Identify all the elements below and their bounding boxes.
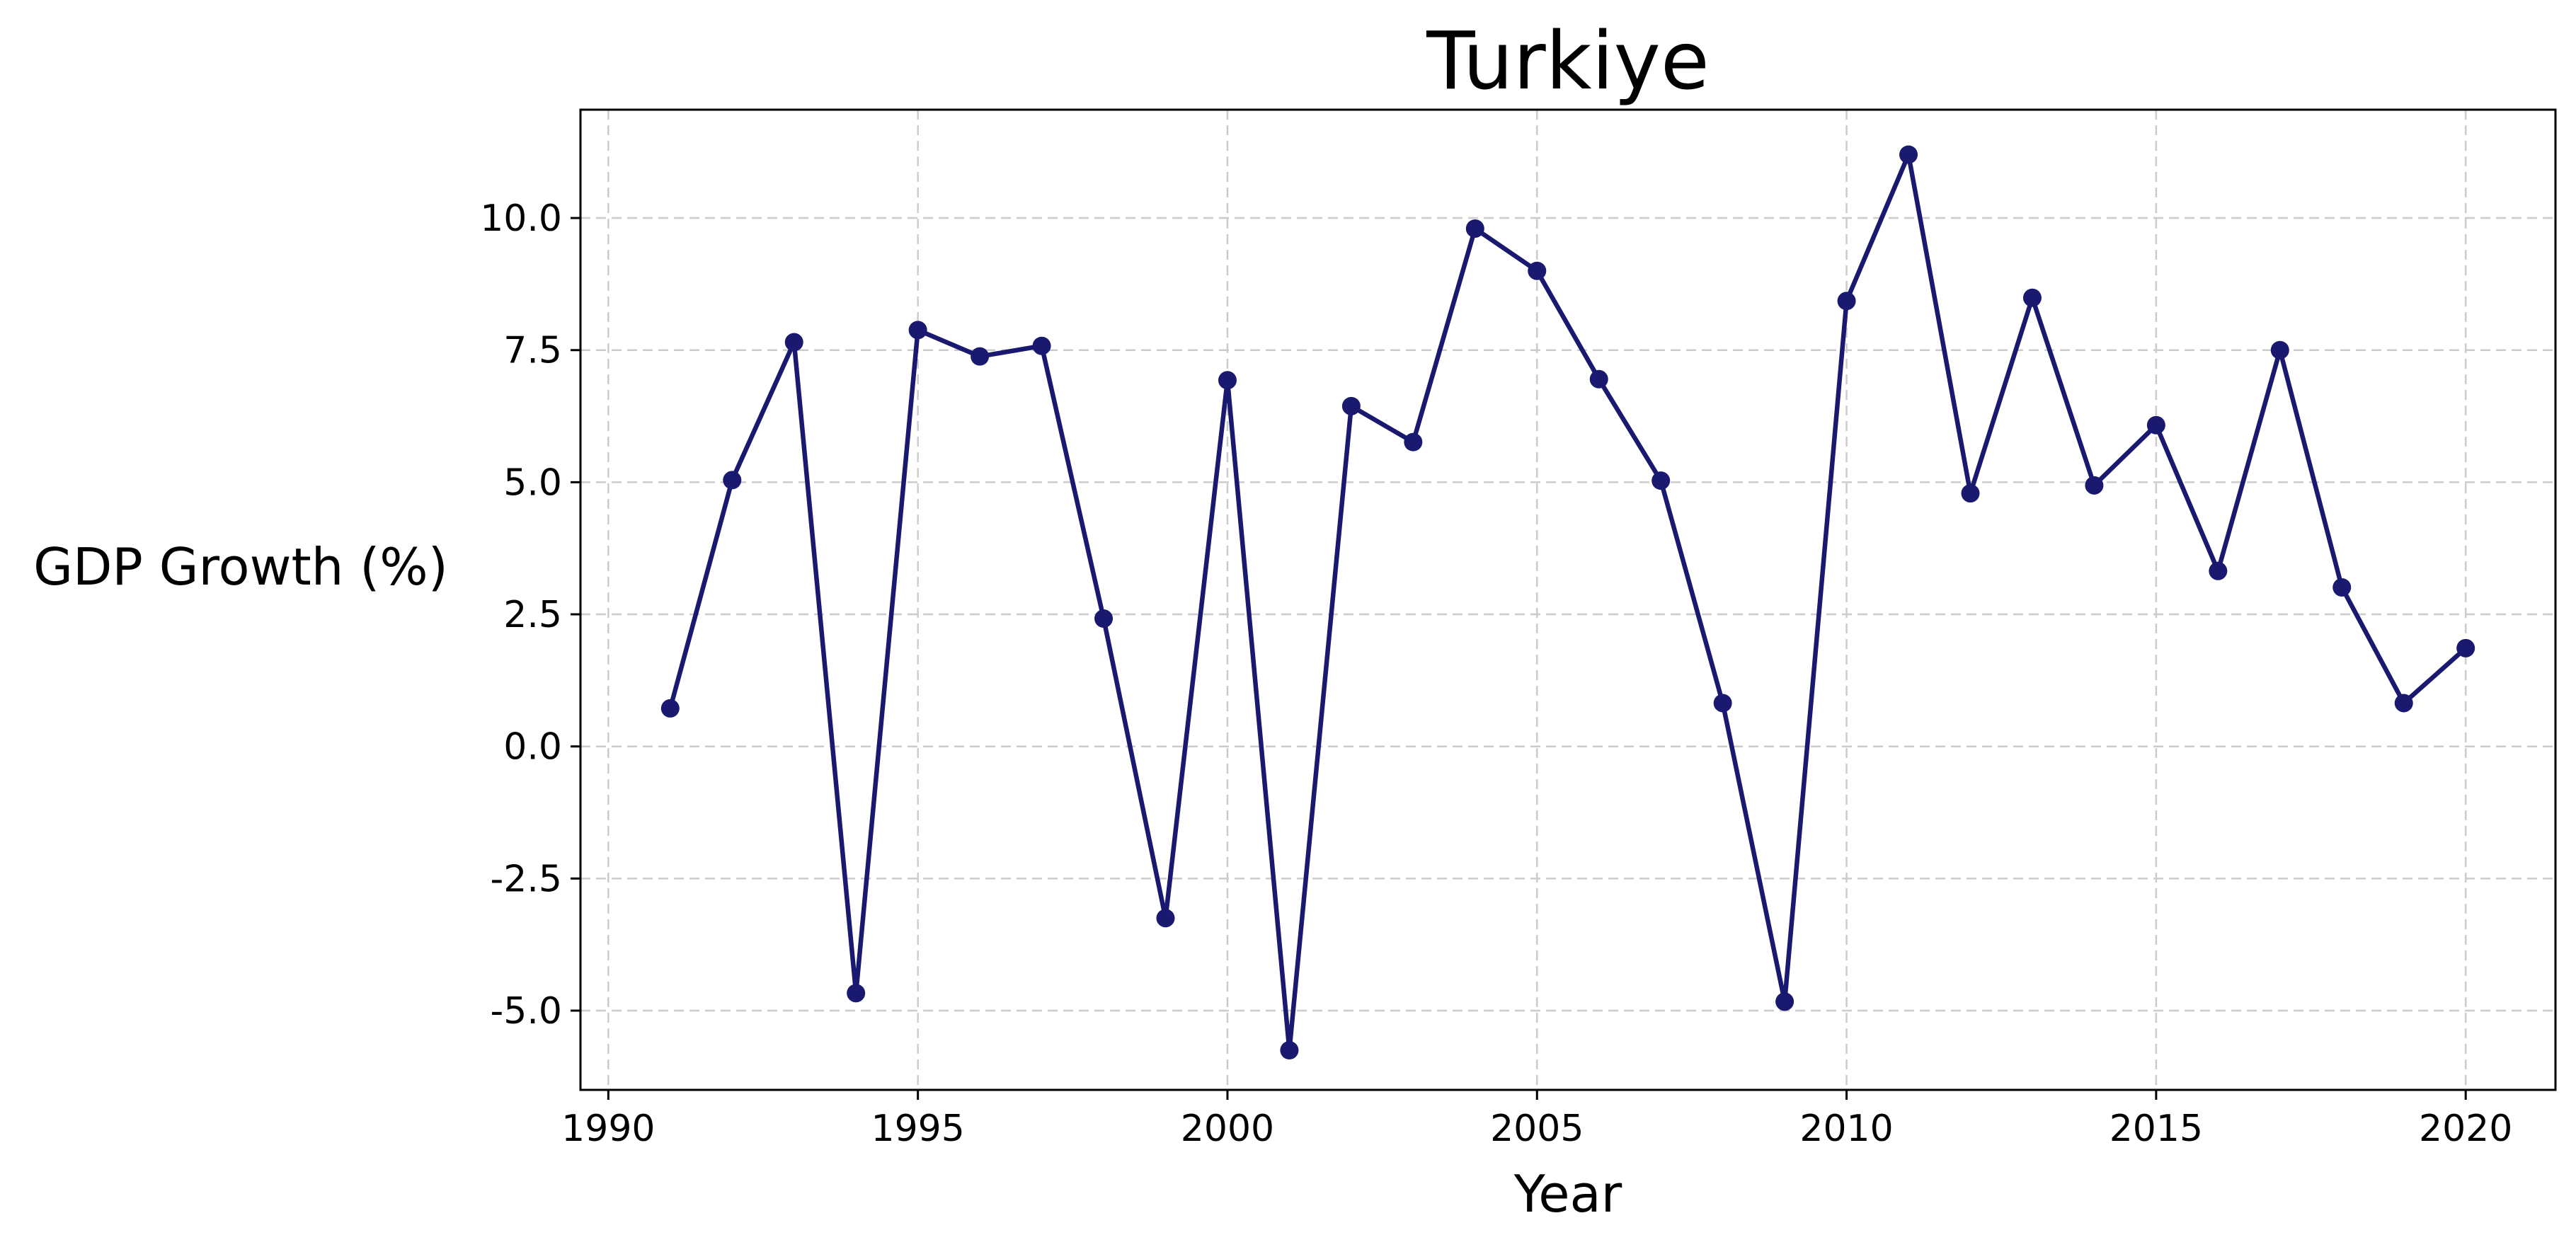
data-point (908, 321, 927, 340)
data-point (2085, 476, 2104, 495)
x-tick-label: 2015 (2110, 1108, 2203, 1150)
y-tick-label: 2.5 (503, 594, 562, 636)
x-tick-label: 1990 (561, 1108, 655, 1150)
data-point (2332, 577, 2352, 597)
axis-ticks: 1990 1995 2000 2005 2010 2015 2020 -5.0 -2.5 0.0 2… (480, 197, 2512, 1150)
data-point (1032, 336, 1051, 355)
y-tick-label: 0.0 (503, 726, 562, 769)
data-point (2270, 340, 2289, 360)
plot-area-frame (579, 108, 2557, 1091)
data-point (2456, 638, 2475, 657)
data-point (1465, 219, 1484, 238)
data-point (847, 984, 866, 1003)
data-point (2146, 415, 2165, 435)
data-point (1899, 145, 1918, 164)
y-axis-label: GDP Growth (%) (33, 537, 448, 597)
data-point (784, 333, 803, 352)
y-tick-label: 7.5 (503, 330, 562, 372)
data-point (1404, 432, 1423, 452)
x-tick-label: 2005 (1490, 1108, 1584, 1150)
data-point (660, 699, 680, 718)
data-point (1651, 471, 1671, 490)
y-tick-label: -2.5 (491, 858, 562, 900)
data-point (1528, 261, 1547, 280)
y-tick-label: -5.0 (491, 990, 562, 1033)
y-tick-label: 10.0 (480, 197, 562, 240)
series-layer (660, 145, 2475, 1060)
data-point (1094, 609, 1114, 628)
data-point (1156, 909, 1175, 928)
data-point (1280, 1041, 1299, 1060)
series-line (668, 152, 2468, 1053)
chart-title: Turkiye (1426, 16, 1710, 108)
x-tick-label: 2000 (1181, 1108, 1274, 1150)
data-point (1775, 992, 1794, 1011)
data-point (723, 471, 742, 490)
data-point (2022, 288, 2042, 307)
data-point (1961, 484, 1980, 503)
data-point (2394, 694, 2413, 713)
data-point (971, 347, 990, 366)
data-point (1589, 369, 1608, 389)
grid (580, 110, 2555, 1090)
x-tick-label: 1995 (871, 1108, 964, 1150)
y-tick-label: 5.0 (503, 461, 562, 504)
data-point (1713, 694, 1732, 713)
x-tick-label: 2010 (1799, 1108, 1893, 1150)
data-point (1341, 396, 1361, 415)
data-point (1218, 371, 1237, 390)
data-point (2209, 561, 2228, 580)
x-axis-label: Year (1513, 1164, 1622, 1224)
x-tick-label: 2020 (2419, 1108, 2512, 1150)
data-point (1837, 292, 1856, 311)
